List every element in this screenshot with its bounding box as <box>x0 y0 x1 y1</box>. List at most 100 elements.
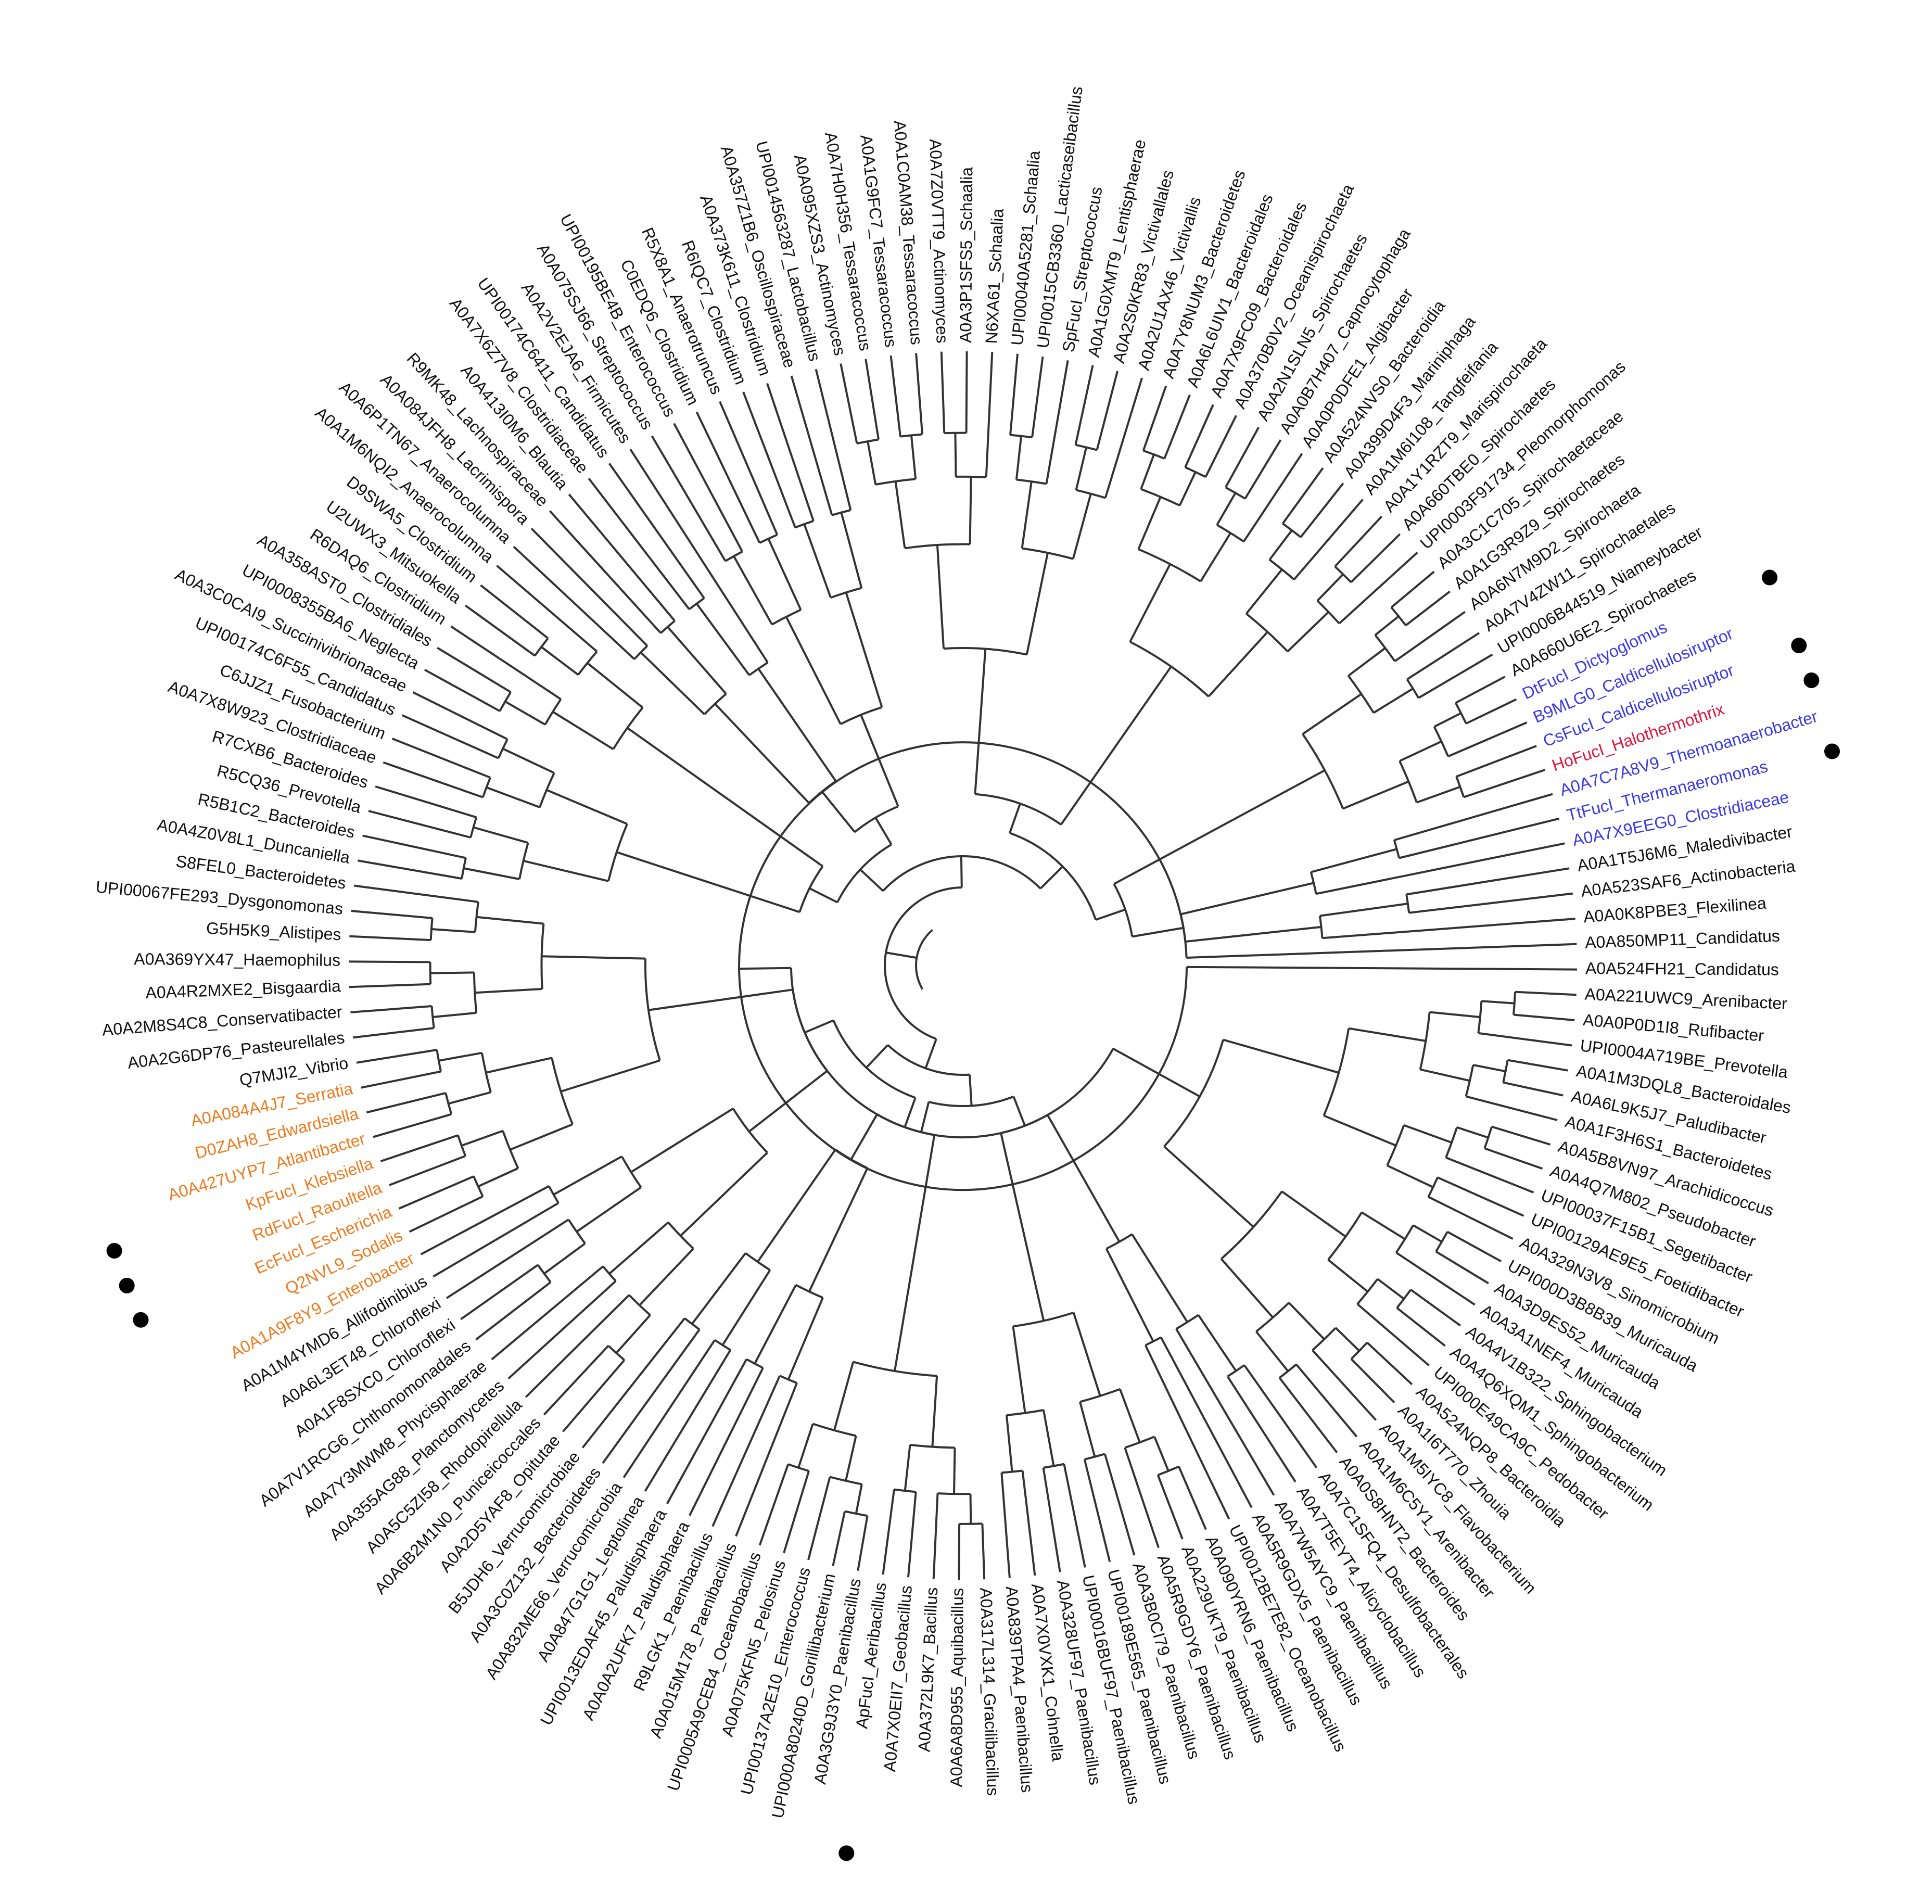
branch-line <box>1060 666 1172 826</box>
branch-line <box>1433 712 1462 728</box>
leaf-label: N6XA61_Schaalia <box>982 208 1007 344</box>
branch-arc <box>746 1358 764 1369</box>
branch-line <box>463 867 520 880</box>
branch-line <box>1079 1401 1096 1457</box>
branch-line <box>648 988 793 1011</box>
branch-arc <box>884 886 962 1040</box>
branch-line <box>1015 436 1023 480</box>
branch-line <box>757 1149 836 1263</box>
branch-line <box>1129 563 1171 642</box>
branch-arc <box>518 842 529 880</box>
branch-line <box>807 1476 831 1560</box>
branch-line <box>523 859 609 882</box>
branch-line <box>1175 1328 1275 1496</box>
branch-arc <box>1145 1336 1162 1347</box>
branch-line <box>808 1167 869 1292</box>
branch-arc <box>1225 486 1246 500</box>
branch-arc <box>533 638 549 656</box>
branch-line <box>803 524 832 598</box>
branch-line <box>1418 653 1493 699</box>
branch-line <box>1472 1064 1506 1073</box>
branch-arc <box>745 1252 771 1271</box>
branch-line <box>932 1493 939 1579</box>
branch-line <box>885 951 917 959</box>
branch-line <box>644 1349 732 1492</box>
branch-arc <box>1022 547 1074 560</box>
branch-line <box>924 1038 937 1069</box>
branch-arc <box>497 739 509 759</box>
branch-line <box>1000 1473 1011 1578</box>
branch-line <box>504 701 546 726</box>
branch-arc <box>738 741 1188 1191</box>
branch-line <box>1348 647 1386 677</box>
branch-arc <box>834 1148 868 1169</box>
branch-line <box>540 646 579 676</box>
branch-line <box>1042 1467 1061 1572</box>
branch-line <box>1390 570 1435 608</box>
branch-line <box>860 714 899 807</box>
branch-line <box>1399 817 1560 859</box>
branch-line <box>1395 1251 1476 1306</box>
branch-line <box>651 435 727 562</box>
branch-arc <box>474 902 479 932</box>
branch-arc <box>1327 1212 1363 1261</box>
branch-line <box>1350 1358 1395 1404</box>
branch-line <box>1178 1466 1207 1530</box>
branch-line <box>857 1515 869 1571</box>
branch-line <box>1466 698 1517 725</box>
branch-line <box>809 887 838 904</box>
branch-line <box>1437 1176 1524 1217</box>
branch-line <box>1074 365 1094 446</box>
branch-line <box>602 1329 701 1464</box>
branch-line <box>859 869 884 892</box>
branch-line <box>767 538 802 611</box>
branch-arc <box>1390 606 1407 626</box>
branch-line <box>866 1044 889 1069</box>
branch-line <box>936 544 945 649</box>
branch-arc <box>1268 558 1295 580</box>
branch-line <box>1096 371 1118 451</box>
branch-line <box>475 988 542 994</box>
branch-line <box>719 401 779 536</box>
branch-line <box>1104 377 1143 499</box>
branch-line <box>552 710 614 751</box>
highlight-dot <box>119 1277 135 1293</box>
branch-arc <box>771 608 802 626</box>
branch-line <box>874 817 893 845</box>
branch-line <box>480 584 549 639</box>
branch-arc <box>1079 1388 1121 1403</box>
branch-line <box>1478 1032 1572 1047</box>
branch-line <box>1491 1125 1551 1146</box>
branch-arc <box>830 587 862 599</box>
leaf-label: A0A6A8D955_Aquibacillus <box>947 1588 967 1787</box>
branch-line <box>1312 1349 1377 1421</box>
branch-arc <box>1113 883 1134 937</box>
branch-line <box>1072 1312 1101 1397</box>
branch-line <box>1323 1114 1396 1147</box>
branch-arc <box>795 1284 823 1299</box>
branch-line <box>1293 499 1364 580</box>
branch-line <box>889 355 901 437</box>
branch-line <box>1225 426 1260 488</box>
branch-line <box>1447 721 1528 758</box>
branch-arc <box>1302 733 1344 809</box>
branch-line <box>581 1317 686 1449</box>
branch-line <box>366 1091 446 1114</box>
branch-arc <box>714 1339 731 1351</box>
branch-line <box>1180 882 1314 916</box>
branch-line <box>1406 867 1570 896</box>
branch-arc <box>790 968 1114 1139</box>
branch-line <box>380 1134 459 1162</box>
branch-arc <box>943 646 1027 656</box>
branch-arc <box>567 1218 586 1245</box>
branch-line <box>1140 454 1155 490</box>
branch-line <box>433 1011 477 1018</box>
branch-arc <box>914 929 933 990</box>
branch-line <box>1142 385 1167 451</box>
branch-line <box>1105 1248 1154 1342</box>
branch-line <box>1394 793 1553 841</box>
branch-line <box>1428 1196 1514 1240</box>
branch-line <box>910 435 917 479</box>
branch-line <box>1387 1164 1434 1188</box>
branch-line <box>1396 1307 1446 1347</box>
